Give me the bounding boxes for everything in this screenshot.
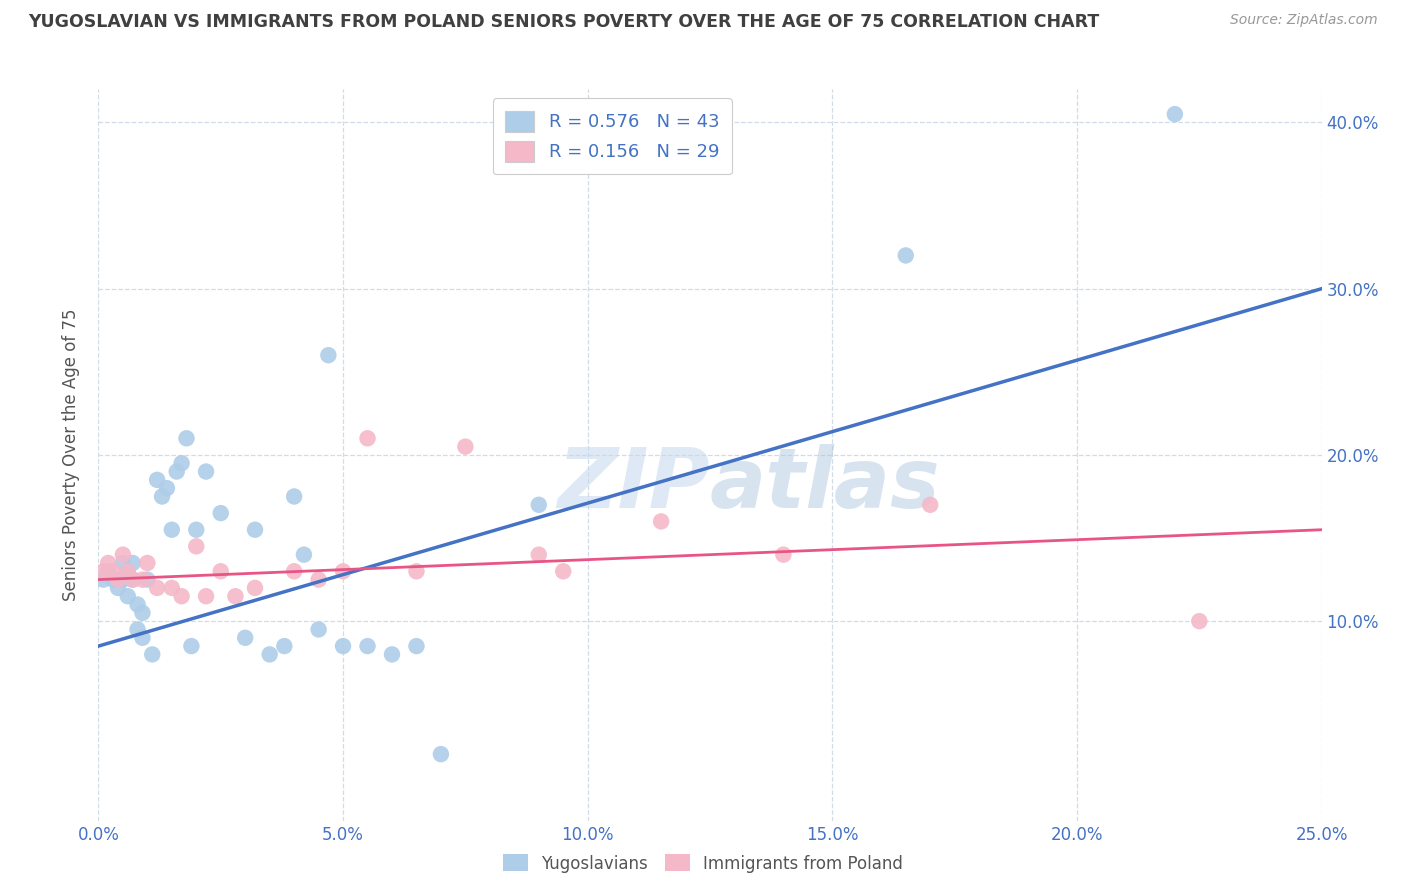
Point [131, 631, 153, 645]
Point [146, 581, 169, 595]
Text: YUGOSLAVIAN VS IMMIGRANTS FROM POLAND SENIORS POVERTY OVER THE AGE OF 75 CORRELA: YUGOSLAVIAN VS IMMIGRANTS FROM POLAND SE… [28, 13, 1099, 31]
Point [91, 573, 114, 587]
Point [121, 573, 143, 587]
Point [141, 648, 163, 662]
Point [454, 440, 477, 454]
Point [121, 573, 143, 587]
Point [430, 747, 453, 761]
Point [131, 606, 153, 620]
Point [117, 564, 139, 578]
Point [97, 564, 120, 578]
Text: atlas: atlas [710, 443, 941, 524]
Point [405, 639, 427, 653]
Point [772, 548, 794, 562]
Point [209, 564, 232, 578]
Point [121, 556, 143, 570]
Point [160, 523, 183, 537]
Point [156, 481, 179, 495]
Point [381, 648, 404, 662]
Point [176, 431, 198, 445]
Point [405, 564, 427, 578]
Point [259, 648, 281, 662]
Point [283, 564, 305, 578]
Point [920, 498, 942, 512]
Point [101, 573, 124, 587]
Point [107, 581, 129, 595]
Point [117, 589, 139, 603]
Point [209, 506, 232, 520]
Point [332, 564, 354, 578]
Point [131, 573, 153, 587]
Point [160, 581, 183, 595]
Point [243, 581, 266, 595]
Point [136, 573, 159, 587]
Point [166, 465, 188, 479]
Point [111, 573, 134, 587]
Point [308, 623, 330, 637]
Point [127, 623, 149, 637]
Point [107, 573, 129, 587]
Point [553, 564, 575, 578]
Point [195, 465, 218, 479]
Point [527, 548, 550, 562]
Point [111, 556, 134, 570]
Y-axis label: Seniors Poverty Over the Age of 75: Seniors Poverty Over the Age of 75 [62, 309, 80, 601]
Point [170, 456, 193, 470]
Point [101, 564, 124, 578]
Point [186, 523, 208, 537]
Point [97, 556, 120, 570]
Point [894, 248, 917, 262]
Point [356, 431, 378, 445]
Point [283, 490, 305, 504]
Point [308, 573, 330, 587]
Point [233, 631, 256, 645]
Text: ZIP: ZIP [557, 443, 710, 524]
Legend: Yugoslavians, Immigrants from Poland: Yugoslavians, Immigrants from Poland [496, 847, 910, 880]
Point [180, 639, 202, 653]
Point [150, 490, 173, 504]
Point [170, 589, 193, 603]
Point [332, 639, 354, 653]
Point [186, 539, 208, 553]
Point [127, 598, 149, 612]
Point [243, 523, 266, 537]
Point [146, 473, 169, 487]
Point [1164, 107, 1187, 121]
Point [318, 348, 340, 362]
Point [292, 548, 315, 562]
Text: Source: ZipAtlas.com: Source: ZipAtlas.com [1230, 13, 1378, 28]
Point [117, 564, 139, 578]
Point [650, 515, 672, 529]
Point [224, 589, 246, 603]
Legend: R = 0.576   N = 43, R = 0.156   N = 29: R = 0.576 N = 43, R = 0.156 N = 29 [492, 98, 731, 174]
Point [111, 548, 134, 562]
Point [1188, 614, 1211, 628]
Point [91, 564, 114, 578]
Point [195, 589, 218, 603]
Point [356, 639, 378, 653]
Point [273, 639, 295, 653]
Point [527, 498, 550, 512]
Point [136, 556, 159, 570]
